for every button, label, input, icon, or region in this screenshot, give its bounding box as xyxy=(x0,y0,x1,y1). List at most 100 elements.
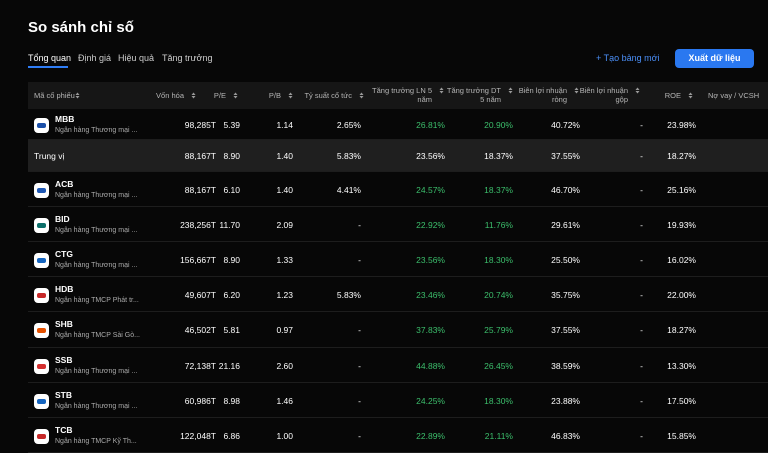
column-header-line: Tỷ suất cổ tức xyxy=(304,91,352,100)
cell-value: 88,167T xyxy=(184,151,216,161)
column-header-line: năm xyxy=(417,95,432,104)
cell-value: 4.41% xyxy=(336,184,361,195)
cell-value: 156,667T xyxy=(180,254,216,265)
table-row[interactable]: MBB Ngân hàng Thương mại ... 98,285T 5.39 1.… xyxy=(28,110,768,140)
company-name: Ngân hàng TMCP Kỹ Th... xyxy=(55,437,137,445)
cell-value: 2.09 xyxy=(276,219,293,230)
cell-value: 46.83% xyxy=(551,430,580,441)
table-row[interactable]: SHB Ngân hàng TMCP Sài Gò... 46,502T 5.81 0.… xyxy=(28,312,768,348)
cell-value: 0.97 xyxy=(276,325,293,335)
sort-icon[interactable] xyxy=(439,87,444,94)
cell-value: 19.93% xyxy=(667,219,696,230)
stock-symbol: MBB xyxy=(55,114,75,124)
cell-value: 23.46% xyxy=(416,289,445,300)
logo-mark xyxy=(37,433,46,439)
sort-icon[interactable] xyxy=(233,92,238,99)
logo-mark xyxy=(37,363,46,369)
column-header-line: Nợ vay / VCSH xyxy=(708,91,760,100)
page-title: So sánh chỉ số xyxy=(28,19,134,36)
cell-value: - xyxy=(640,395,643,406)
cell-value: - xyxy=(358,254,361,265)
cell-value: 24.25% xyxy=(416,395,445,406)
cell-value: 13.30% xyxy=(667,360,696,371)
cell-value: - xyxy=(640,219,643,230)
table-row[interactable]: ACB Ngân hàng Thương mại ... 88,167T 6.10 1.… xyxy=(28,172,768,207)
cell-value: 46,502T xyxy=(184,325,216,335)
column-header-line: Tăng trưởng DT xyxy=(446,86,501,95)
sort-icon[interactable] xyxy=(574,87,579,94)
cell-value: 18.30% xyxy=(484,254,513,265)
column-header: Vốn hóa xyxy=(156,91,184,100)
logo-mark xyxy=(37,123,46,128)
column-header: Tăng trưởng LN 5 năm xyxy=(372,86,432,104)
stock-logo xyxy=(34,118,49,133)
table-row[interactable]: HDB Ngân hàng TMCP Phát tr... 49,607T 6.20 1… xyxy=(28,277,768,312)
company-name: Ngân hàng Thương mại ... xyxy=(55,261,138,269)
stock-logo xyxy=(34,393,49,409)
cell-value: 6.86 xyxy=(223,430,240,441)
cell-value: 122,048T xyxy=(180,430,216,441)
new-table-link[interactable]: + Tạo bảng mới xyxy=(596,53,660,63)
cell-value: 98,285T xyxy=(184,120,216,130)
cell-value: 2.65% xyxy=(336,120,361,130)
cell-value: 18.37% xyxy=(484,151,513,161)
cell-value: 23.98% xyxy=(667,120,696,130)
cell-value: 49,607T xyxy=(184,289,216,300)
table-row[interactable]: CTG Ngân hàng Thương mại ... 156,667T 8.90 1… xyxy=(28,242,768,277)
table-row[interactable]: STB Ngân hàng Thương mại ... 60,986T 8.98 1.… xyxy=(28,383,768,418)
tab[interactable]: Tổng quan xyxy=(28,53,72,63)
column-header: Tỷ suất cổ tức xyxy=(304,91,352,100)
sort-icon[interactable] xyxy=(288,92,293,99)
table-header: Mã cổ phiếu Vốn hóa P/E P/B Tỷ suất cổ tức Tă… xyxy=(28,82,768,109)
cell-value: 26.81% xyxy=(416,120,445,130)
sort-icon[interactable] xyxy=(359,92,364,99)
cell-value: 1.23 xyxy=(276,289,293,300)
cell-value: 24.57% xyxy=(416,184,445,195)
stock-logo xyxy=(34,182,49,198)
company-name: Ngân hàng Thương mại ... xyxy=(55,367,138,375)
cell-value: - xyxy=(640,184,643,195)
cell-value: 8.90 xyxy=(223,151,240,161)
sort-icon[interactable] xyxy=(191,92,196,99)
company-name: Ngân hàng TMCP Sài Gò... xyxy=(55,332,140,339)
cell-value: 16.02% xyxy=(667,254,696,265)
company-name: Ngân hàng TMCP Phát tr... xyxy=(55,296,139,304)
sort-icon[interactable] xyxy=(688,92,693,99)
table-row[interactable]: SSB Ngân hàng Thương mại ... 72,138T 21.16 2… xyxy=(28,348,768,383)
cell-value: 1.33 xyxy=(276,254,293,265)
cell-value: 1.00 xyxy=(276,430,293,441)
logo-mark xyxy=(37,187,46,193)
stock-logo xyxy=(34,428,49,444)
cell-value: 37.55% xyxy=(551,151,580,161)
tab[interactable]: Định giá xyxy=(78,53,112,63)
table-row[interactable]: BID Ngân hàng Thương mại ... 238,256T 11.70… xyxy=(28,207,768,242)
cell-value: 25.50% xyxy=(551,254,580,265)
tab[interactable]: Tăng trưởng xyxy=(162,53,213,63)
column-header: Mã cổ phiếu xyxy=(34,91,75,100)
cell-value: - xyxy=(358,325,361,335)
cell-value: 8.98 xyxy=(223,395,240,406)
logo-mark xyxy=(37,398,46,404)
export-button[interactable]: Xuất dữ liệu xyxy=(675,49,754,68)
sort-icon[interactable] xyxy=(635,87,640,94)
stock-logo xyxy=(34,323,49,338)
median-label: Trung vị xyxy=(34,151,65,161)
sort-icon[interactable] xyxy=(75,92,80,99)
sort-icon[interactable] xyxy=(508,87,513,94)
column-header-line: ròng xyxy=(551,95,567,104)
table-row[interactable]: TCB Ngân hàng TMCP Kỹ Th... 122,048T 6.86 1.… xyxy=(28,418,768,453)
cell-value: - xyxy=(640,254,643,265)
stock-logo xyxy=(34,217,49,233)
cell-value: - xyxy=(640,151,643,161)
cell-value: 35.75% xyxy=(551,289,580,300)
cell-value: 26.45% xyxy=(484,360,513,371)
cell-value: 72,138T xyxy=(184,360,216,371)
cell-value: 17.50% xyxy=(667,395,696,406)
cell-value: 18.27% xyxy=(667,325,696,335)
cell-value: 8.90 xyxy=(223,254,240,265)
tab[interactable]: Hiệu quả xyxy=(118,53,155,63)
cell-value: 11.76% xyxy=(484,219,513,230)
cell-value: 2.60 xyxy=(276,360,293,371)
cell-value: 23.88% xyxy=(551,395,580,406)
